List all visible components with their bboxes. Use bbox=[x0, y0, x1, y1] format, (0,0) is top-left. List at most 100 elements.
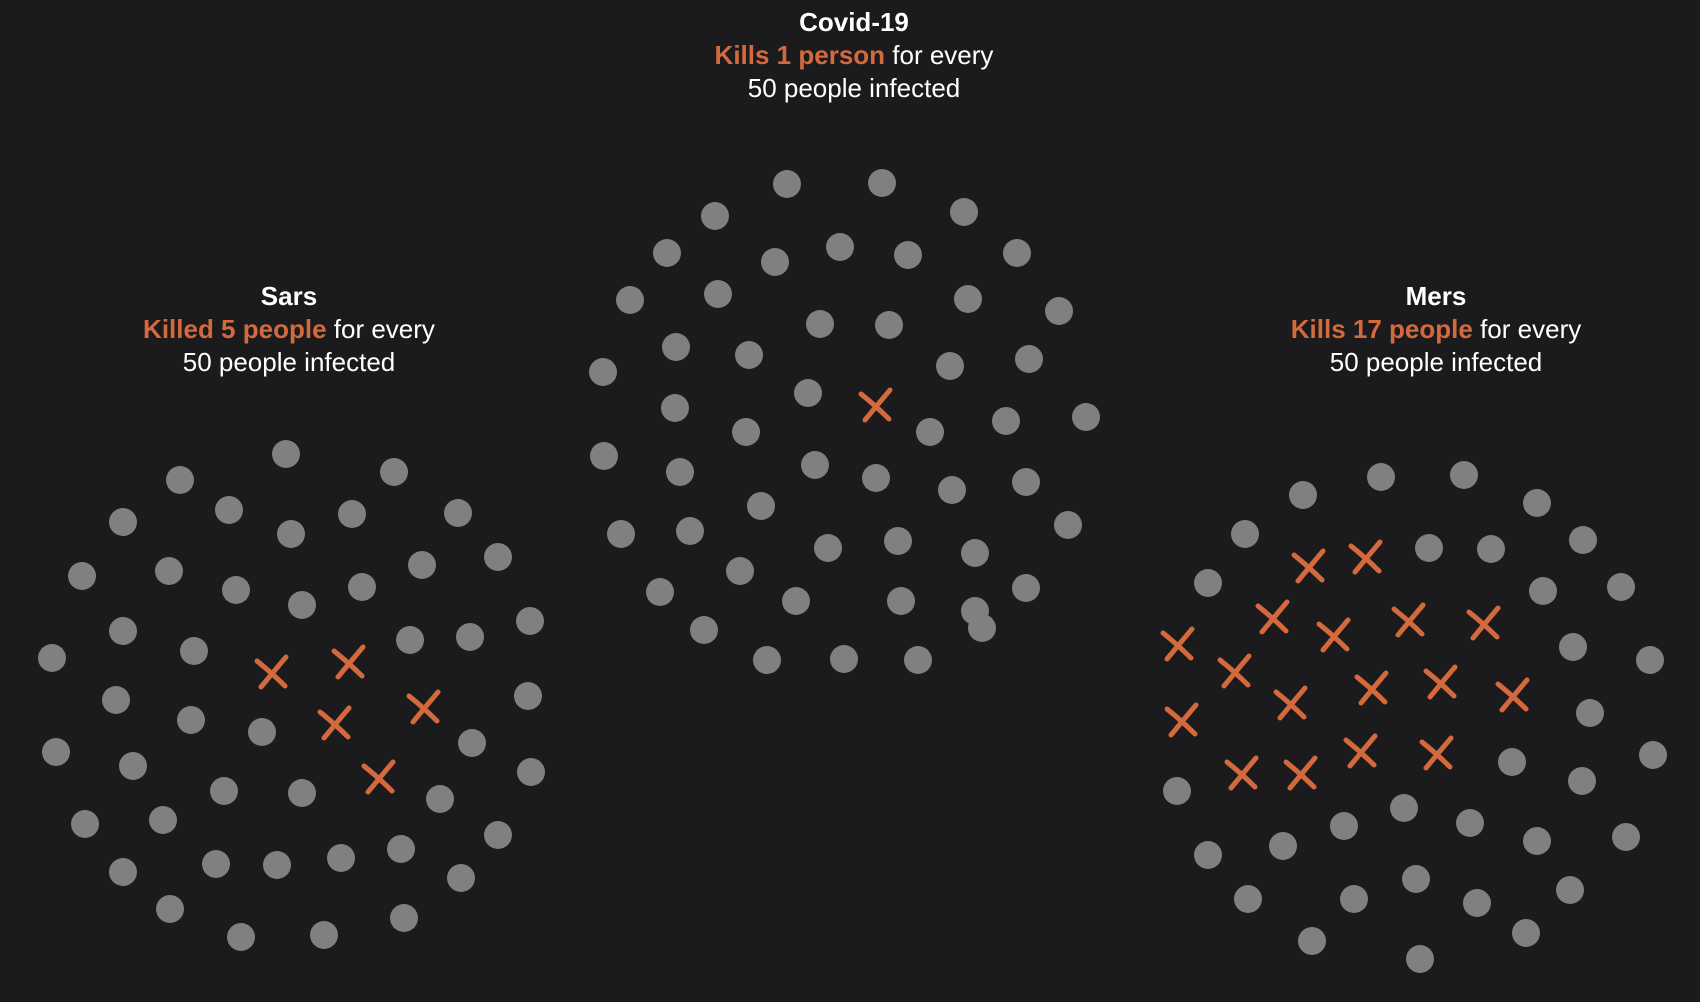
covid-person-dot bbox=[887, 587, 915, 615]
sars-person-dot bbox=[38, 644, 66, 672]
sars-infected: 50 people infected bbox=[182, 347, 396, 377]
mers-label: Mers Kills 17 people for every 50 people… bbox=[1136, 280, 1700, 379]
sars-person-dot bbox=[215, 496, 243, 524]
covid-person-dot bbox=[653, 239, 681, 267]
mers-death-cross-icon bbox=[1391, 602, 1426, 638]
sars-title: Sars bbox=[260, 281, 318, 311]
sars-person-dot bbox=[484, 821, 512, 849]
mers-person-dot bbox=[1289, 481, 1317, 509]
covid-person-dot bbox=[950, 198, 978, 226]
sars-person-dot bbox=[109, 508, 137, 536]
covid-person-dot bbox=[954, 285, 982, 313]
mers-death-cross-icon bbox=[1255, 599, 1290, 635]
covid-person-dot bbox=[794, 379, 822, 407]
mers-person-dot bbox=[1298, 927, 1326, 955]
sars-person-dot bbox=[166, 466, 194, 494]
sars-death-cross-icon bbox=[317, 705, 352, 741]
mers-person-dot bbox=[1269, 832, 1297, 860]
covid-person-dot bbox=[676, 517, 704, 545]
sars-person-dot bbox=[408, 551, 436, 579]
mers-person-dot bbox=[1639, 741, 1667, 769]
mers-person-dot bbox=[1194, 569, 1222, 597]
mers-person-dot bbox=[1402, 865, 1430, 893]
mers-death-rate: Kills 17 people bbox=[1290, 314, 1473, 344]
covid-person-dot bbox=[726, 557, 754, 585]
sars-person-dot bbox=[288, 591, 316, 619]
covid-person-dot bbox=[814, 534, 842, 562]
covid-person-dot bbox=[590, 442, 618, 470]
sars-person-dot bbox=[177, 706, 205, 734]
sars-person-dot bbox=[327, 844, 355, 872]
mers-death-cross-icon bbox=[1291, 548, 1326, 584]
mers-person-dot bbox=[1529, 577, 1557, 605]
covid-person-dot bbox=[666, 458, 694, 486]
covid-person-dot bbox=[968, 614, 996, 642]
sars-person-dot bbox=[109, 858, 137, 886]
mers-death-cross-icon bbox=[1343, 733, 1378, 769]
mers-death-cross-icon bbox=[1423, 664, 1458, 700]
covid-person-dot bbox=[938, 476, 966, 504]
mers-person-dot bbox=[1559, 633, 1587, 661]
mers-person-dot bbox=[1231, 520, 1259, 548]
sars-person-dot bbox=[380, 458, 408, 486]
sars-person-dot bbox=[272, 440, 300, 468]
sars-person-dot bbox=[222, 576, 250, 604]
mers-person-dot bbox=[1415, 534, 1443, 562]
covid-person-dot bbox=[646, 578, 674, 606]
mers-death-cross-icon bbox=[1466, 605, 1501, 641]
sars-cluster bbox=[38, 440, 545, 951]
sars-death-cross-icon bbox=[331, 644, 366, 680]
sars-person-dot bbox=[516, 607, 544, 635]
mers-person-dot bbox=[1463, 889, 1491, 917]
sars-person-dot bbox=[338, 500, 366, 528]
sars-person-dot bbox=[149, 806, 177, 834]
covid-person-dot bbox=[916, 418, 944, 446]
covid-for-every: for every bbox=[892, 40, 994, 70]
mers-person-dot bbox=[1450, 461, 1478, 489]
covid-person-dot bbox=[801, 451, 829, 479]
covid-person-dot bbox=[1045, 297, 1073, 325]
sars-person-dot bbox=[68, 562, 96, 590]
covid-person-dot bbox=[830, 645, 858, 673]
mers-cluster bbox=[1160, 461, 1667, 973]
covid-person-dot bbox=[732, 418, 760, 446]
mers-person-dot bbox=[1569, 526, 1597, 554]
covid-person-dot bbox=[1003, 239, 1031, 267]
sars-death-cross-icon bbox=[406, 689, 441, 725]
covid-person-dot bbox=[690, 616, 718, 644]
covid-person-dot bbox=[773, 170, 801, 198]
covid-person-dot bbox=[1012, 468, 1040, 496]
sars-person-dot bbox=[263, 851, 291, 879]
covid-person-dot bbox=[661, 394, 689, 422]
mers-death-cross-icon bbox=[1224, 755, 1259, 791]
covid-person-dot bbox=[607, 520, 635, 548]
covid-person-dot bbox=[704, 280, 732, 308]
covid-person-dot bbox=[875, 311, 903, 339]
covid-title: Covid-19 bbox=[799, 7, 909, 37]
sars-death-cross-icon bbox=[254, 654, 289, 690]
sars-person-dot bbox=[447, 864, 475, 892]
sars-person-dot bbox=[426, 785, 454, 813]
mers-death-cross-icon bbox=[1217, 653, 1252, 689]
mers-person-dot bbox=[1163, 777, 1191, 805]
covid-person-dot bbox=[806, 310, 834, 338]
sars-person-dot bbox=[458, 729, 486, 757]
covid-person-dot bbox=[735, 341, 763, 369]
mers-person-dot bbox=[1340, 885, 1368, 913]
mers-person-dot bbox=[1367, 463, 1395, 491]
mers-person-dot bbox=[1607, 573, 1635, 601]
covid-person-dot bbox=[862, 464, 890, 492]
sars-person-dot bbox=[444, 499, 472, 527]
sars-person-dot bbox=[227, 923, 255, 951]
sars-person-dot bbox=[119, 752, 147, 780]
covid-person-dot bbox=[589, 358, 617, 386]
sars-person-dot bbox=[210, 777, 238, 805]
sars-person-dot bbox=[348, 573, 376, 601]
covid-person-dot bbox=[701, 202, 729, 230]
mers-death-cross-icon bbox=[1348, 539, 1383, 575]
sars-death-rate: Killed 5 people bbox=[143, 314, 327, 344]
covid-label: Covid-19 Kills 1 person for every 50 peo… bbox=[554, 6, 1154, 105]
covid-person-dot bbox=[936, 352, 964, 380]
covid-infected: 50 people infected bbox=[747, 73, 961, 103]
